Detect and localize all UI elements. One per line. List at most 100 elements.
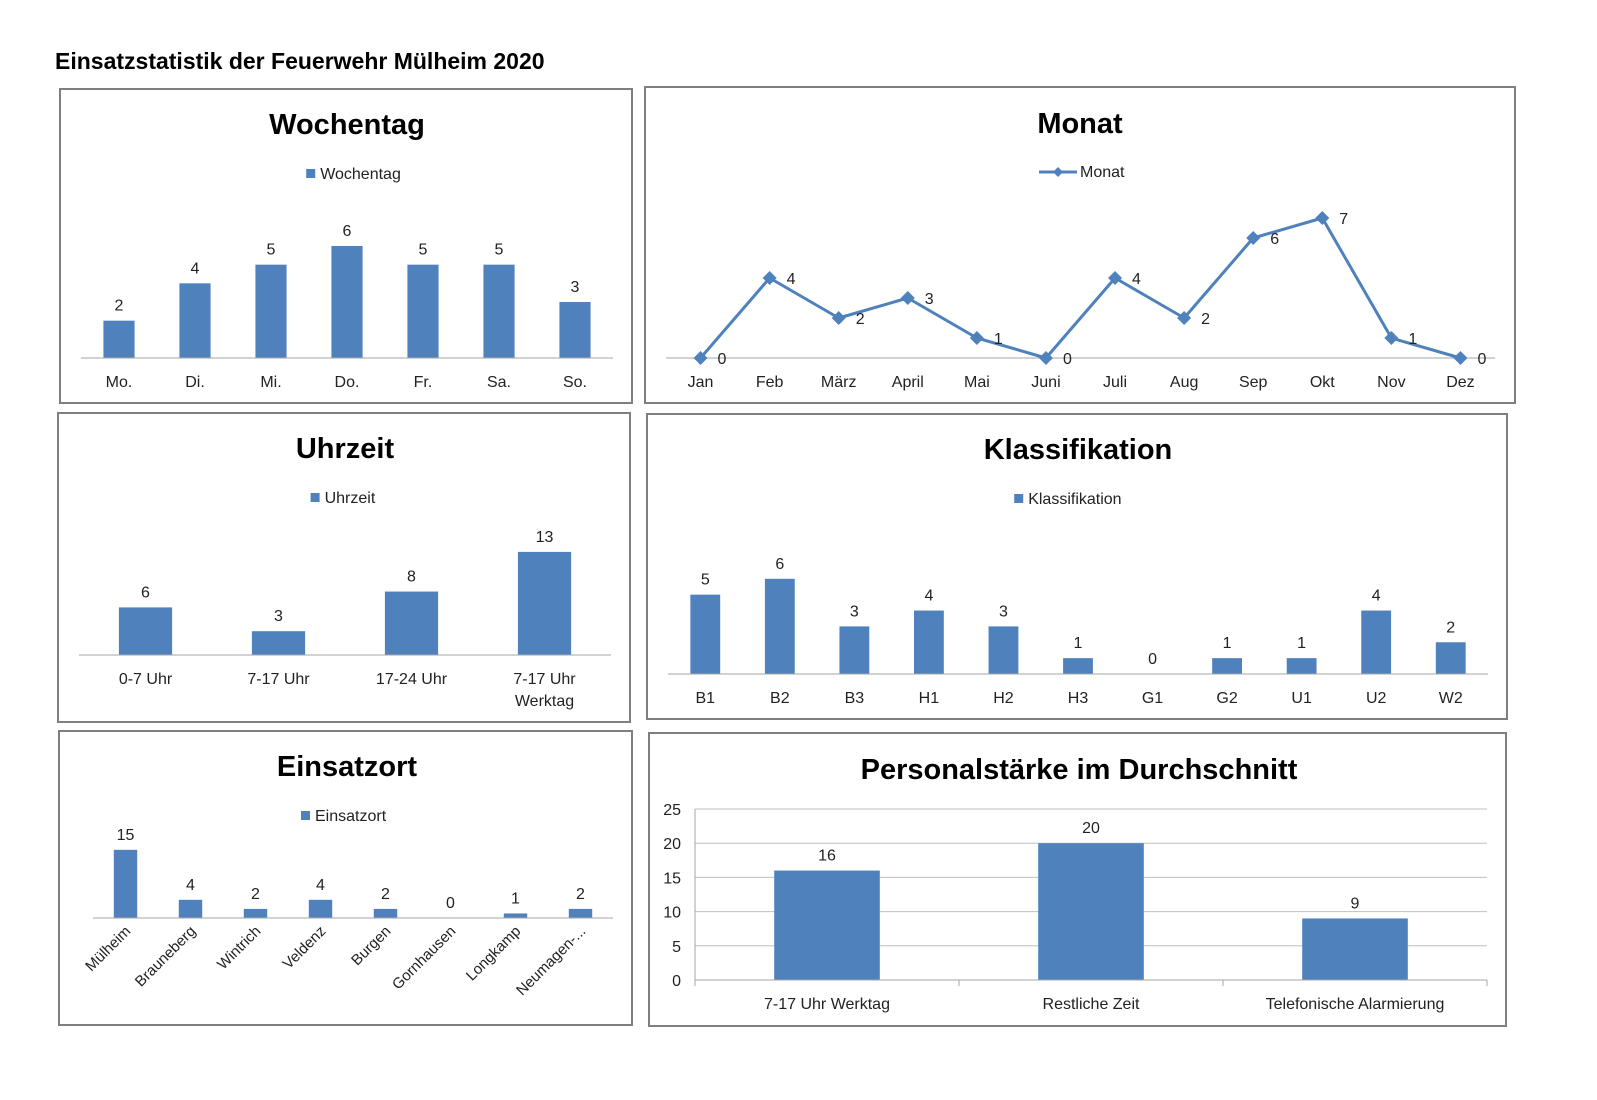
bar: [118, 607, 173, 655]
x-tick-label: Sa.: [487, 374, 511, 391]
y-tick-label: 0: [672, 973, 681, 990]
bar: [384, 591, 439, 655]
bar: [373, 908, 398, 918]
x-tick-label: U1: [1291, 690, 1312, 707]
data-label: 4: [186, 877, 195, 894]
x-tick-label: Dez: [1446, 374, 1474, 391]
x-tick-label: H2: [993, 690, 1014, 707]
chart-panel-einsatzort: Einsatzort Einsatzort 15 Mülheim 4 Brauneberg…: [58, 730, 633, 1026]
x-tick-label: Mai: [964, 374, 990, 391]
chart-panel-personal: Personalstärke im Durchschnitt 0 5 10 15 20 25…: [648, 732, 1507, 1027]
point-marker: [900, 291, 915, 305]
x-tick-label: Gornhausen: [389, 923, 459, 993]
x-tick-label: 7-17 Uhr: [247, 671, 310, 688]
wochentag-chart: Wochentag Wochentag 2 Mo. 4 Di. 5 Mi. 6 Do. 5 Fr. 5 S…: [81, 109, 613, 391]
point-marker: [1177, 311, 1192, 325]
x-tick-label: G1: [1142, 690, 1163, 707]
data-label: 5: [419, 242, 428, 259]
data-label: 0: [1148, 651, 1157, 668]
data-label: 2: [1446, 619, 1455, 636]
data-label: 1: [1074, 635, 1083, 652]
bar: [839, 626, 870, 674]
x-tick-label: Longkamp: [463, 923, 525, 985]
legend-label: Wochentag: [320, 166, 401, 183]
bar: [914, 610, 944, 674]
personal-chart: Personalstärke im Durchschnitt 0 5 10 15 20 25…: [663, 754, 1488, 1013]
bar: [1038, 843, 1144, 980]
point-marker: [831, 311, 846, 325]
chart-title: Einsatzort: [277, 751, 418, 783]
data-label: 8: [407, 569, 416, 586]
data-label: 16: [818, 848, 836, 865]
chart-panel-wochentag: Wochentag Wochentag 2 Mo. 4 Di. 5 Mi. 6 Do. 5 Fr. 5 S…: [59, 88, 633, 404]
bar: [774, 870, 880, 980]
x-tick-label: Mülheim: [82, 923, 134, 975]
series-line: [699, 216, 1461, 360]
legend-swatch: [310, 493, 320, 502]
x-tick-label: Mo.: [106, 374, 133, 391]
x-tick-label: Brauneberg: [132, 923, 199, 990]
data-label: 1: [511, 890, 520, 907]
point-marker: [1108, 271, 1123, 285]
bar: [251, 631, 306, 655]
bar: [1286, 658, 1317, 674]
x-tick-label: Do.: [335, 374, 360, 391]
bar: [407, 264, 439, 358]
bar: [1302, 918, 1408, 980]
y-tick-label: 5: [672, 939, 681, 956]
x-tick-label: W2: [1439, 690, 1463, 707]
chart-title: Uhrzeit: [296, 433, 395, 465]
data-label: 7: [1339, 211, 1348, 228]
x-tick-label: Wintrich: [214, 923, 264, 973]
x-tick-label: April: [892, 374, 924, 391]
data-label: 1: [1223, 635, 1232, 652]
bar: [559, 302, 591, 358]
data-label: 5: [267, 242, 276, 259]
data-label: 6: [141, 584, 150, 601]
x-tick-label: Veldenz: [280, 923, 330, 973]
bar: [483, 264, 515, 358]
monat-chart: MonatMonat0Jan4Feb2März3April1Mai0Juni4J…: [666, 108, 1495, 391]
data-label: 0: [1063, 351, 1072, 368]
legend-swatch: [301, 811, 310, 820]
bar: [179, 283, 211, 358]
x-tick-label: Telefonische Alarmierung: [1266, 996, 1445, 1013]
data-label: 1: [1408, 331, 1417, 348]
klassifikation-chart: Klassifikation Klassifikation 5 B1 6 B2 3 B3 4 H1…: [668, 434, 1488, 707]
x-tick-label: Aug: [1170, 374, 1198, 391]
chart-title: Personalstärke im Durchschnitt: [861, 754, 1298, 786]
x-tick-label: 17-24 Uhr: [376, 671, 448, 688]
x-tick-label: Fr.: [414, 374, 433, 391]
data-label: 1: [1297, 635, 1306, 652]
data-label: 4: [1132, 271, 1141, 288]
x-tick-label: Sep: [1239, 374, 1268, 391]
x-tick-label: B1: [695, 690, 715, 707]
x-tick-label: Jan: [688, 374, 714, 391]
data-label: 3: [274, 608, 283, 625]
point-marker: [1315, 211, 1330, 225]
chart-title: Monat: [1037, 108, 1123, 140]
x-tick-label: Juni: [1031, 374, 1060, 391]
chart-panel-klassifikation: Klassifikation Klassifikation 5 B1 6 B2 3 B3 4 H1…: [646, 413, 1508, 720]
legend-swatch: [306, 169, 316, 178]
x-tick-label: Restliche Zeit: [1043, 996, 1140, 1013]
chart-title: Klassifikation: [984, 434, 1173, 466]
data-label: 15: [117, 827, 135, 844]
bar: [1212, 658, 1242, 674]
data-label: 3: [850, 603, 859, 620]
data-label: 5: [701, 572, 710, 589]
data-label: 3: [925, 291, 934, 308]
bar: [1435, 642, 1466, 674]
data-label: 9: [1351, 895, 1360, 912]
x-tick-label: G2: [1216, 690, 1237, 707]
data-label: 2: [856, 311, 865, 328]
data-label: 20: [1082, 820, 1100, 837]
point-marker: [1384, 331, 1399, 345]
legend-label: Monat: [1080, 164, 1125, 181]
x-tick-label: B2: [770, 690, 790, 707]
data-label: 6: [775, 556, 784, 573]
data-label: 4: [316, 877, 325, 894]
legend-label: Uhrzeit: [325, 490, 376, 507]
bar: [113, 849, 138, 918]
bar: [255, 264, 287, 358]
